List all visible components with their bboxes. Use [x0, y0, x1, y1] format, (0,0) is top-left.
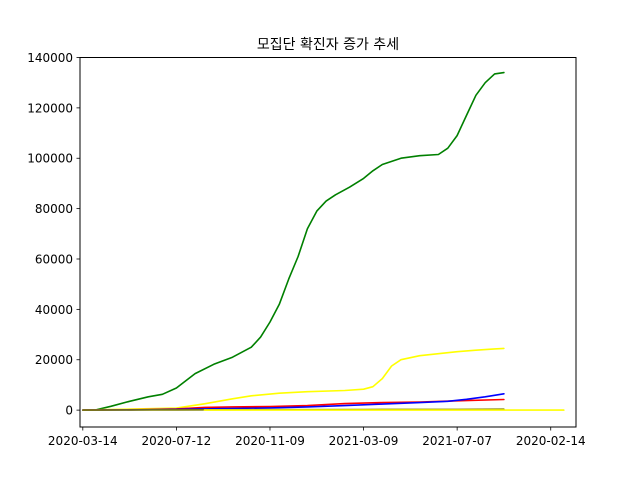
y-tick-label-2: 40000 — [35, 303, 73, 317]
chart-title: 모집단 확진자 증가 추세 — [257, 37, 399, 53]
y-tick-label-5: 100000 — [27, 152, 73, 166]
x-tick-label-2: 2020-11-09 — [235, 434, 305, 448]
y-axis: 0 20000 40000 60000 80000 100000 120000 140000 — [27, 51, 80, 418]
y-tick-label-0: 0 — [65, 404, 73, 418]
x-tick-label-5: 2020-02-14 — [516, 434, 586, 448]
y-tick-label-3: 60000 — [35, 252, 73, 266]
y-tick-label-6: 120000 — [27, 101, 73, 115]
x-tick-label-3: 2021-03-09 — [329, 434, 399, 448]
plot-frame — [79, 57, 577, 428]
series-line-1 — [96, 71, 505, 411]
y-tick-label-1: 20000 — [35, 353, 73, 367]
series-line-2 — [82, 347, 505, 411]
x-axis: 2020-03-14 2020-07-12 2020-11-09 2021-03-09… — [48, 427, 586, 448]
y-tick-label-4: 80000 — [35, 202, 73, 216]
y-tick-label-7: 140000 — [27, 51, 73, 65]
x-tick-label-4: 2021-07-07 — [422, 434, 492, 448]
series-layer — [82, 71, 565, 411]
x-tick-label-1: 2020-07-12 — [142, 434, 212, 448]
x-tick-label-0: 2020-03-14 — [48, 434, 118, 448]
